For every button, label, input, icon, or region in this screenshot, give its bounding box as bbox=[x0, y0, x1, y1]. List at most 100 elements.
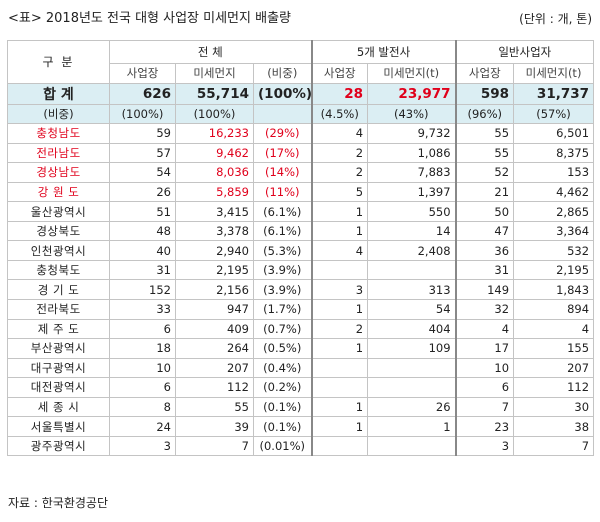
table-row: 경상남도 54 8,036 (14%) 2 7,883 52 153 bbox=[7, 162, 595, 183]
cell-c7: 7 bbox=[513, 435, 595, 457]
cell-c6: 55 bbox=[454, 123, 515, 144]
region-name: 충청남도 bbox=[7, 123, 110, 144]
cell-c5: 1 bbox=[367, 416, 457, 437]
cell-c1: 3 bbox=[109, 435, 176, 457]
table-row: 전라북도 33 947 (1.7%) 1 54 32 894 bbox=[7, 299, 595, 320]
region-name: 제 주 도 bbox=[7, 318, 110, 340]
cell-c5 bbox=[367, 435, 457, 457]
cell-c5 bbox=[367, 357, 457, 379]
header-group-power: 5개 발전사 bbox=[310, 40, 457, 64]
cell-c6: 21 bbox=[454, 181, 515, 203]
cell-c4: 1 bbox=[310, 396, 369, 418]
table-row: 광주광역시 3 7 (0.01%) 3 7 bbox=[7, 435, 595, 457]
total-share: (57%) bbox=[513, 103, 595, 125]
header-total-pm: 미세먼지 bbox=[175, 63, 254, 84]
cell-c5: 1,397 bbox=[367, 181, 457, 203]
cell-c4: 1 bbox=[310, 416, 369, 437]
total-label: 합 계 bbox=[7, 82, 110, 105]
cell-c4: 2 bbox=[310, 318, 369, 340]
cell-c2: 7 bbox=[175, 435, 254, 457]
cell-c4 bbox=[310, 377, 369, 398]
cell-c1: 40 bbox=[109, 240, 176, 261]
region-name: 경 기 도 bbox=[7, 279, 110, 301]
total-value: 31,737 bbox=[513, 82, 595, 105]
cell-c7: 30 bbox=[513, 396, 595, 418]
cell-c5: 9,732 bbox=[367, 123, 457, 144]
cell-c5: 550 bbox=[367, 201, 457, 222]
total-share-label: (비중) bbox=[7, 103, 110, 125]
cell-c2: 39 bbox=[175, 416, 254, 437]
cell-c1: 8 bbox=[109, 396, 176, 418]
cell-c5 bbox=[367, 377, 457, 398]
cell-c1: 57 bbox=[109, 142, 176, 164]
cell-c5: 109 bbox=[367, 338, 457, 359]
cell-c3: (0.1%) bbox=[252, 416, 313, 437]
cell-c1: 54 bbox=[109, 162, 176, 183]
cell-c6: 50 bbox=[454, 201, 515, 222]
cell-c1: 152 bbox=[109, 279, 176, 301]
cell-c2: 16,233 bbox=[175, 123, 254, 144]
cell-c2: 264 bbox=[175, 338, 254, 359]
cell-c4: 2 bbox=[310, 162, 369, 183]
cell-c6: 47 bbox=[454, 220, 515, 242]
cell-c3: (1.7%) bbox=[252, 299, 313, 320]
cell-c3: (5.3%) bbox=[252, 240, 313, 261]
total-value: 28 bbox=[310, 82, 369, 105]
cell-c1: 10 bbox=[109, 357, 176, 379]
region-name: 서울특별시 bbox=[7, 416, 110, 437]
header-group-general: 일반사업자 bbox=[454, 40, 595, 64]
cell-c3: (0.2%) bbox=[252, 377, 313, 398]
cell-c3: (0.1%) bbox=[252, 396, 313, 418]
cell-c6: 31 bbox=[454, 259, 515, 281]
cell-c4: 5 bbox=[310, 181, 369, 203]
header-category: 구 분 bbox=[7, 40, 110, 84]
total-value: 598 bbox=[454, 82, 515, 105]
table-row: 세 종 시 8 55 (0.1%) 1 26 7 30 bbox=[7, 396, 595, 418]
total-value: 55,714 bbox=[175, 82, 254, 105]
cell-c5 bbox=[367, 259, 457, 281]
header-power-pm: 미세먼지(t) bbox=[367, 63, 457, 84]
total-share bbox=[252, 103, 313, 125]
header-group-total: 전 체 bbox=[108, 40, 313, 64]
cell-c7: 153 bbox=[513, 162, 595, 183]
cell-c6: 36 bbox=[454, 240, 515, 261]
cell-c7: 2,865 bbox=[513, 201, 595, 222]
unit-note: (단위 : 개, 톤) bbox=[519, 12, 592, 26]
table-row: 서울특별시 24 39 (0.1%) 1 1 23 38 bbox=[7, 416, 595, 437]
region-name: 광주광역시 bbox=[7, 435, 110, 457]
cell-c2: 207 bbox=[175, 357, 254, 379]
cell-c3: (6.1%) bbox=[252, 201, 313, 222]
cell-c2: 55 bbox=[175, 396, 254, 418]
cell-c2: 5,859 bbox=[175, 181, 254, 203]
total-share: (4.5%) bbox=[310, 103, 369, 125]
region-name: 강 원 도 bbox=[7, 181, 110, 203]
region-name: 세 종 시 bbox=[7, 396, 110, 418]
header-row-groups: 구 분 전 체 5개 발전사 일반사업자 bbox=[7, 40, 595, 84]
cell-c3: (0.4%) bbox=[252, 357, 313, 379]
region-name: 전라북도 bbox=[7, 299, 110, 320]
cell-c4: 3 bbox=[310, 279, 369, 301]
cell-c2: 3,378 bbox=[175, 220, 254, 242]
table-row: 울산광역시 51 3,415 (6.1%) 1 550 50 2,865 bbox=[7, 201, 595, 222]
cell-c5: 7,883 bbox=[367, 162, 457, 183]
total-share: (100%) bbox=[175, 103, 254, 125]
cell-c6: 3 bbox=[454, 435, 515, 457]
total-value: 23,977 bbox=[367, 82, 457, 105]
region-name: 인천광역시 bbox=[7, 240, 110, 261]
header-general-sites: 사업장 bbox=[454, 63, 515, 84]
table-row: 충청남도 59 16,233 (29%) 4 9,732 55 6,501 bbox=[7, 123, 595, 144]
cell-c4 bbox=[310, 357, 369, 379]
cell-c5: 54 bbox=[367, 299, 457, 320]
cell-c4: 4 bbox=[310, 240, 369, 261]
table-row: 대구광역시 10 207 (0.4%) 10 207 bbox=[7, 357, 595, 379]
cell-c7: 8,375 bbox=[513, 142, 595, 164]
cell-c7: 207 bbox=[513, 357, 595, 379]
cell-c7: 3,364 bbox=[513, 220, 595, 242]
cell-c2: 947 bbox=[175, 299, 254, 320]
cell-c4: 1 bbox=[310, 220, 369, 242]
total-share: (96%) bbox=[454, 103, 515, 125]
cell-c2: 112 bbox=[175, 377, 254, 398]
emissions-table: 구 분 전 체 5개 발전사 일반사업자 사업장 미세먼지 (비중) 사업장 미… bbox=[7, 40, 595, 457]
region-name: 울산광역시 bbox=[7, 201, 110, 222]
cell-c2: 2,940 bbox=[175, 240, 254, 261]
